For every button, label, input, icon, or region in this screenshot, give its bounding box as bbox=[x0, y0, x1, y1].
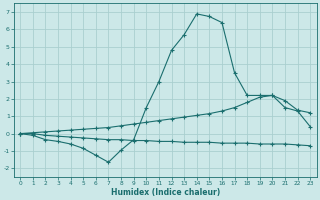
X-axis label: Humidex (Indice chaleur): Humidex (Indice chaleur) bbox=[111, 188, 220, 197]
